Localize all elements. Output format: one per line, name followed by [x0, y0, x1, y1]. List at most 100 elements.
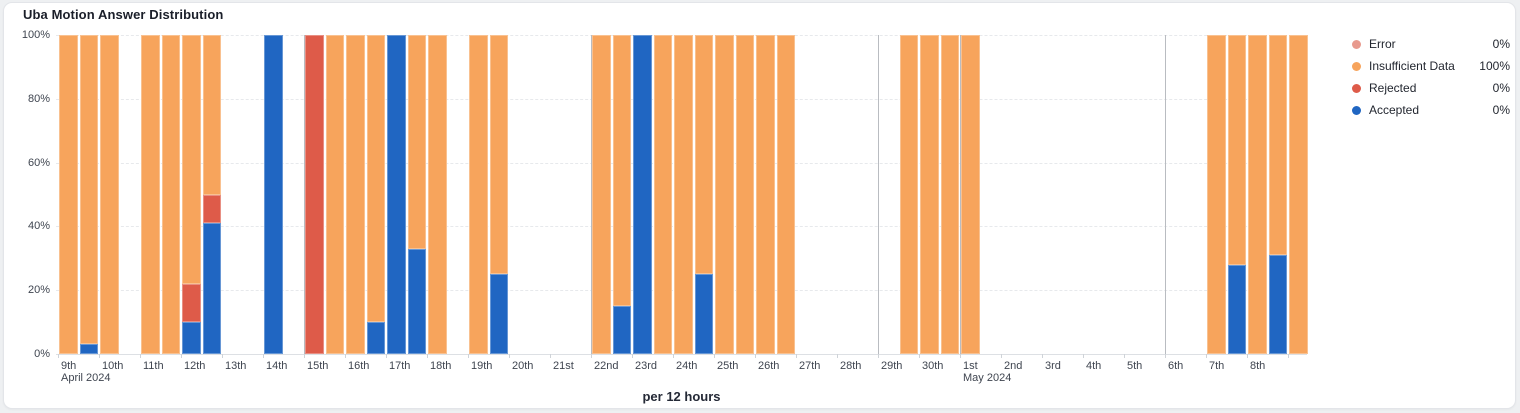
y-axis-tick-label: 40%: [27, 220, 50, 233]
bar-segment-insufficient: [715, 35, 734, 354]
x-axis-tick-label: 16th: [348, 360, 370, 372]
legend-item-rejected[interactable]: Rejected 0%: [1352, 77, 1510, 99]
bar-apr-23-am[interactable]: [633, 35, 652, 354]
bar-segment-accepted: [387, 35, 406, 354]
x-axis-tick: [632, 354, 633, 358]
x-axis-tick: [1083, 354, 1084, 358]
bar-apr-26-am[interactable]: [756, 35, 775, 354]
x-axis-tick-label: 22nd: [594, 360, 619, 372]
bar-segment-insufficient: [1268, 35, 1287, 256]
legend-item-accepted[interactable]: Accepted 0%: [1352, 99, 1510, 121]
bar-apr-26-pm[interactable]: [776, 35, 795, 354]
bar-apr-17-am[interactable]: [387, 35, 406, 354]
bar-segment-accepted: [202, 223, 221, 354]
bar-apr-12-pm[interactable]: [202, 35, 221, 354]
legend-item-value: 0%: [1492, 103, 1510, 117]
bar-apr-9-am[interactable]: [59, 35, 78, 354]
time-boundary-gridline: [591, 35, 592, 354]
bar-segment-insufficient: [776, 35, 795, 354]
chart-panel: Uba Motion Answer Distribution 100% 80% 60…: [3, 2, 1516, 409]
plot-area: 100% 80% 60% 40% 20% 0% 9th April 2024 10th 11th 1…: [4, 3, 1515, 408]
bar-apr-15-pm[interactable]: [325, 35, 344, 354]
y-axis-tick-label: 60%: [27, 156, 50, 169]
bar-segment-insufficient: [674, 35, 693, 354]
bar-segment-insufficient: [653, 35, 672, 354]
bar-apr-24-am[interactable]: [674, 35, 693, 354]
bar-apr-14-am[interactable]: [264, 35, 283, 354]
bar-may-1-am[interactable]: [961, 35, 980, 354]
bar-apr-30-am[interactable]: [920, 35, 939, 354]
x-axis-tick: [919, 354, 920, 358]
bar-apr-22-am[interactable]: [592, 35, 611, 354]
bar-segment-insufficient: [735, 35, 754, 354]
x-axis-tick: [755, 354, 756, 358]
bar-apr-25-pm[interactable]: [735, 35, 754, 354]
y-axis-tick-label: 100%: [21, 29, 50, 41]
horizontal-gridline: [56, 354, 1307, 355]
y-axis-tick-label: 80%: [27, 92, 50, 105]
x-axis-tick-label: 27th: [799, 360, 821, 372]
bar-may-7-am[interactable]: [1207, 35, 1226, 354]
x-axis-tick: [591, 354, 592, 358]
bar-may-8-am[interactable]: [1248, 35, 1267, 354]
x-axis-tick-label: 10th: [102, 360, 124, 372]
x-axis-month-label: May 2024: [963, 372, 1012, 384]
x-axis-tick: [1042, 354, 1043, 358]
bar-apr-25-am[interactable]: [715, 35, 734, 354]
time-boundary-gridline: [960, 35, 961, 354]
bar-segment-accepted: [182, 322, 201, 354]
x-axis-tick-label: 18th: [430, 360, 452, 372]
bar-apr-19-pm[interactable]: [489, 35, 508, 354]
legend: Error 0% Insufficient Data 100% Rejected 0% Ac…: [1352, 33, 1510, 121]
x-axis-tick: [960, 354, 961, 358]
bar-apr-30-pm[interactable]: [940, 35, 959, 354]
bar-segment-insufficient: [961, 35, 980, 354]
bar-segment-insufficient: [325, 35, 344, 354]
bar-apr-15-am[interactable]: [305, 35, 324, 354]
x-axis-tick-label: 8th: [1250, 360, 1266, 372]
x-axis-tick: [386, 354, 387, 358]
x-axis-tick-label: 20th: [512, 360, 534, 372]
bar-apr-12-am[interactable]: [182, 35, 201, 354]
x-axis-tick: [1165, 354, 1166, 358]
bar-segment-insufficient: [469, 35, 488, 354]
x-axis-tick: [181, 354, 182, 358]
bar-segment-rejected: [305, 35, 324, 354]
x-axis-tick: [99, 354, 100, 358]
bar-segment-accepted: [79, 344, 98, 354]
legend-item-insufficient[interactable]: Insufficient Data 100%: [1352, 55, 1510, 77]
bar-segment-accepted: [1227, 264, 1246, 354]
bar-segment-accepted: [366, 322, 385, 354]
legend-item-value: 100%: [1479, 59, 1510, 73]
bar-apr-18-am[interactable]: [428, 35, 447, 354]
bar-apr-29-pm[interactable]: [899, 35, 918, 354]
x-axis-tick-label: 4th: [1086, 360, 1102, 372]
legend-item-label: Rejected: [1369, 81, 1417, 95]
x-axis-tick: [878, 354, 879, 358]
bar-apr-23-pm[interactable]: [653, 35, 672, 354]
bar-apr-11-am[interactable]: [141, 35, 160, 354]
bar-apr-24-pm[interactable]: [694, 35, 713, 354]
bar-apr-19-am[interactable]: [469, 35, 488, 354]
bar-segment-insufficient: [1248, 35, 1267, 354]
bar-apr-22-pm[interactable]: [612, 35, 631, 354]
bar-may-7-pm[interactable]: [1227, 35, 1246, 354]
bar-apr-16-pm[interactable]: [366, 35, 385, 354]
x-axis-tick-label: 3rd: [1045, 360, 1061, 372]
bar-apr-16-am[interactable]: [346, 35, 365, 354]
x-axis-tick-label: 9th: [61, 360, 77, 372]
x-axis-tick-label: 14th: [266, 360, 288, 372]
time-boundary-gridline: [1165, 35, 1166, 354]
bar-apr-17-pm[interactable]: [407, 35, 426, 354]
legend-item-error[interactable]: Error 0%: [1352, 33, 1510, 55]
bar-may-8-pm[interactable]: [1268, 35, 1287, 354]
bar-apr-9-pm[interactable]: [79, 35, 98, 354]
legend-item-label: Error: [1369, 37, 1396, 51]
x-axis-tick-label: 7th: [1209, 360, 1225, 372]
time-boundary-gridline: [304, 35, 305, 354]
bar-segment-insufficient: [366, 35, 385, 323]
bar-apr-11-pm[interactable]: [161, 35, 180, 354]
bar-may-9-am[interactable]: [1289, 35, 1308, 354]
bar-apr-10-am[interactable]: [100, 35, 119, 354]
bar-segment-insufficient: [694, 35, 713, 275]
